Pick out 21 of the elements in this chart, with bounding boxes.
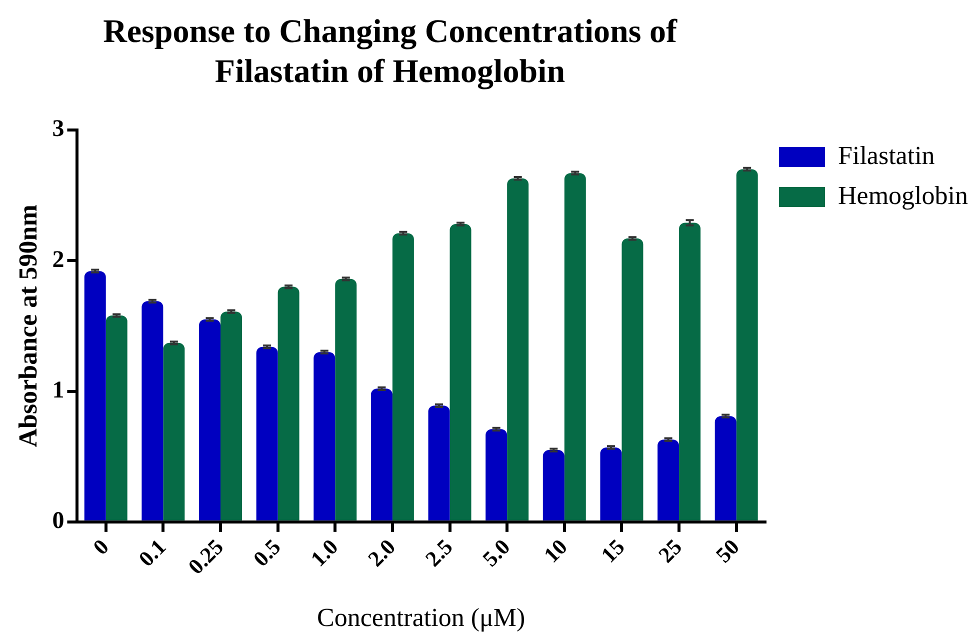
legend-label: Hemoglobin — [838, 180, 968, 210]
y-tick-label: 2 — [52, 246, 64, 273]
x-tick-label: 25 — [653, 534, 687, 568]
y-tick-label: 3 — [52, 116, 64, 142]
chart-title: Response to Changing Concentrations of Filastatin of Hemoglobin — [102, 13, 678, 92]
x-tick-label: 0.25 — [183, 534, 228, 580]
x-tick-label: 15 — [596, 534, 630, 568]
x-tick-label: 1.0 — [306, 534, 343, 572]
x-tick-label: 0 — [88, 534, 114, 560]
legend-label: Filastatin — [838, 140, 935, 170]
x-axis-title: Concentration (μM) — [317, 603, 526, 632]
y-tick-label: 0 — [52, 508, 64, 534]
x-tick-label: 2.0 — [362, 534, 400, 572]
y-tick-label: 1 — [52, 377, 64, 404]
x-tick-label: 10 — [538, 534, 572, 568]
x-tick-label: 5.0 — [478, 534, 515, 572]
x-tick-label: 0.5 — [248, 534, 286, 572]
x-tick-label: 2.5 — [420, 534, 458, 572]
x-tick-label: 50 — [710, 534, 744, 568]
x-tick-label: 0.1 — [134, 534, 171, 572]
y-axis-title: Absorbance at 590nm — [13, 204, 42, 448]
